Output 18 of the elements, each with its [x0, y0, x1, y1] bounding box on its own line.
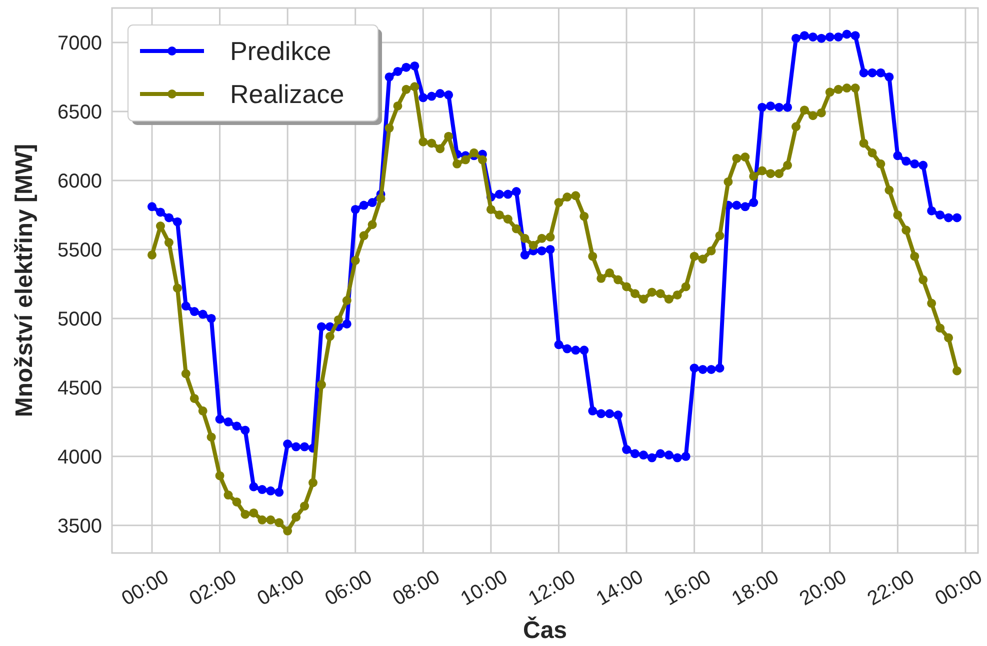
y-tick-label: 5500: [58, 239, 102, 262]
legend-label: Predikce: [230, 36, 332, 66]
x-tick-label: 04:00: [254, 566, 308, 610]
y-tick-label: 6500: [58, 101, 102, 124]
x-axis-title: Čas: [522, 616, 568, 644]
x-tick-label: 00:00: [932, 566, 986, 610]
x-tick-label: 00:00: [118, 566, 172, 610]
y-tick-label: 4500: [58, 377, 102, 400]
y-tick-label: 7000: [58, 32, 102, 54]
legend-label: Realizace: [230, 79, 344, 110]
y-tick-label: 5000: [58, 308, 102, 330]
y-axis-title: Množství elektřiny [MW]: [11, 144, 38, 418]
x-tick-label: 08:00: [389, 566, 444, 610]
x-tick-label: 06:00: [322, 566, 376, 610]
x-tick-label: 02:00: [186, 566, 240, 610]
y-tick-label: 6000: [58, 170, 102, 192]
y-tick-label: 3500: [58, 515, 102, 538]
y-tick-label: 4000: [58, 446, 102, 468]
